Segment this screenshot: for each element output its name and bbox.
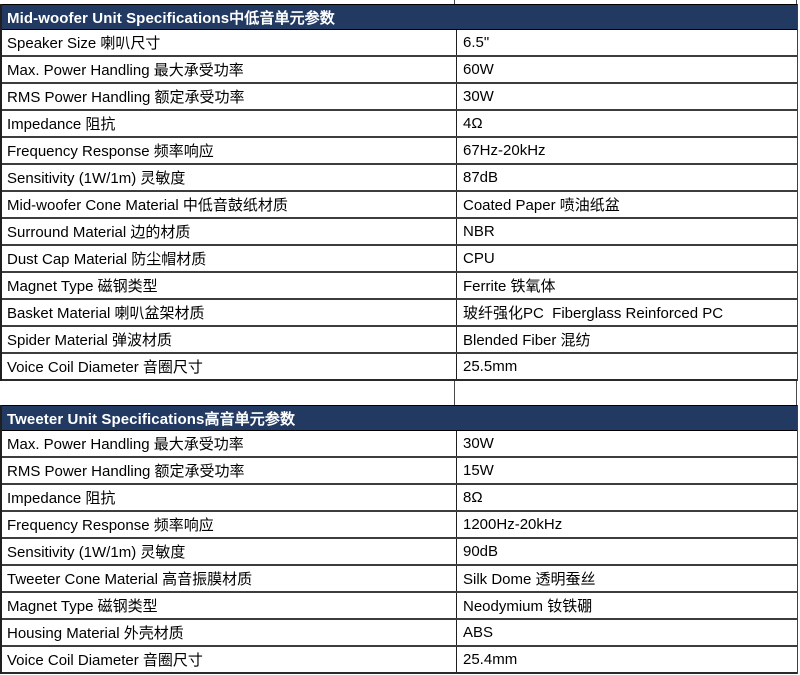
midwoofer-rows: Speaker Size 喇叭尺寸 6.5" Max. Power Handling… [2, 30, 797, 381]
spec-label-cell: Frequency Response 频率响应 [2, 512, 457, 537]
table-row: Magnet Type 磁钢类型 Ferrite 铁氧体 [2, 273, 797, 300]
spec-label-cell: Voice Coil Diameter 音圈尺寸 [2, 354, 457, 379]
midwoofer-section-title: Mid-woofer Unit Specifications中低音单元参数 [7, 9, 335, 27]
midwoofer-section-header: Mid-woofer Unit Specifications中低音单元参数 [2, 4, 797, 30]
spec-value-cell: 90dB [463, 543, 499, 560]
tweeter-spec-table: Tweeter Unit Specifications高音单元参数 Max. P… [0, 405, 798, 674]
spec-label-cell: Dust Cap Material 防尘帽材质 [2, 246, 457, 271]
spec-label-cell: Surround Material 边的材质 [2, 219, 457, 244]
spec-value-cell: 25.5mm [463, 358, 518, 375]
spec-label-cell: Frequency Response 频率响应 [2, 138, 457, 163]
spec-label-cell: Impedance 阻抗 [2, 485, 457, 510]
spec-value-cell: 67Hz-20kHz [463, 142, 546, 159]
spec-value-cell: 6.5" [463, 34, 490, 51]
midwoofer-spec-table: Mid-woofer Unit Specifications中低音单元参数 Sp… [0, 4, 798, 381]
spec-value-cell: 15W [463, 462, 494, 479]
spec-value-cell: 30W [463, 88, 494, 105]
column-divider [454, 0, 455, 4]
spec-value-cell: 60W [463, 61, 494, 78]
spec-value-cell: 25.4mm [463, 651, 518, 668]
spec-label-cell: Max. Power Handling 最大承受功率 [2, 57, 457, 82]
spec-value-cell: Neodymium 钕铁硼 [463, 598, 593, 615]
spec-value-cell: CPU [463, 250, 495, 267]
spec-label-cell: Sensitivity (1W/1m) 灵敏度 [2, 165, 457, 190]
spec-value-cell: 玻纤强化PC Fiberglass Reinforced PC [463, 305, 724, 322]
table-row: Sensitivity (1W/1m) 灵敏度 87dB [2, 165, 797, 192]
tweeter-section-header: Tweeter Unit Specifications高音单元参数 [2, 405, 797, 431]
spec-label-cell: Voice Coil Diameter 音圈尺寸 [2, 647, 457, 672]
table-row: Max. Power Handling 最大承受功率 60W [2, 57, 797, 84]
spec-label-cell: Magnet Type 磁钢类型 [2, 593, 457, 618]
table-row: Speaker Size 喇叭尺寸 6.5" [2, 30, 797, 57]
table-row: RMS Power Handling 额定承受功率 30W [2, 84, 797, 111]
table-row: Basket Material 喇叭盆架材质 玻纤强化PC Fiberglass … [2, 300, 797, 327]
spec-label-cell: Magnet Type 磁钢类型 [2, 273, 457, 298]
spec-label-cell: Impedance 阻抗 [2, 111, 457, 136]
table-row: Surround Material 边的材质 NBR [2, 219, 797, 246]
tweeter-section-title: Tweeter Unit Specifications高音单元参数 [7, 410, 296, 428]
table-row: Max. Power Handling 最大承受功率 30W [2, 431, 797, 458]
table-row: Tweeter Cone Material 高音振膜材质 Silk Dome 透明… [2, 566, 797, 593]
spec-label-cell: RMS Power Handling 额定承受功率 [2, 458, 457, 483]
spec-value-cell: ABS [463, 624, 494, 641]
spec-label-cell: Speaker Size 喇叭尺寸 [2, 30, 457, 55]
table-row: Mid-woofer Cone Material 中低音鼓纸材质 Coated P… [2, 192, 797, 219]
spec-label-cell: Mid-woofer Cone Material 中低音鼓纸材质 [2, 192, 457, 217]
table-row: Voice Coil Diameter 音圈尺寸 25.5mm [2, 354, 797, 381]
table-right-border [796, 0, 797, 4]
table-row: Impedance 阻抗 4Ω [2, 111, 797, 138]
spec-label-cell: RMS Power Handling 额定承受功率 [2, 84, 457, 109]
table-row: Impedance 阻抗 8Ω [2, 485, 797, 512]
table-row: Frequency Response 频率响应 67Hz-20kHz [2, 138, 797, 165]
spec-value-cell: Blended Fiber 混纺 [463, 332, 591, 349]
spec-value-cell: Ferrite 铁氧体 [463, 278, 556, 295]
spec-label-cell: Housing Material 外壳材质 [2, 620, 457, 645]
spec-value-cell: 87dB [463, 169, 499, 186]
table-row: Sensitivity (1W/1m) 灵敏度 90dB [2, 539, 797, 566]
table-gap [0, 381, 800, 405]
table-row: RMS Power Handling 额定承受功率 15W [2, 458, 797, 485]
table-row: Spider Material 弹波材质 Blended Fiber 混纺 [2, 327, 797, 354]
column-divider [454, 381, 455, 405]
table-row: Frequency Response 频率响应 1200Hz-20kHz [2, 512, 797, 539]
sheet-top-margin [0, 0, 800, 4]
spec-label-cell: Max. Power Handling 最大承受功率 [2, 431, 457, 456]
spec-label-cell: Basket Material 喇叭盆架材质 [2, 300, 457, 325]
spec-label-cell: Tweeter Cone Material 高音振膜材质 [2, 566, 457, 591]
table-right-border [796, 381, 797, 405]
spec-value-cell: Coated Paper 喷油纸盆 [463, 197, 620, 214]
table-row: Voice Coil Diameter 音圈尺寸 25.4mm [2, 647, 797, 674]
spec-label-cell: Sensitivity (1W/1m) 灵敏度 [2, 539, 457, 564]
table-row: Housing Material 外壳材质 ABS [2, 620, 797, 647]
spec-value-cell: 1200Hz-20kHz [463, 516, 563, 533]
spec-value-cell: 8Ω [463, 489, 483, 506]
spec-value-cell: 4Ω [463, 115, 483, 132]
spec-value-cell: Silk Dome 透明蚕丝 [463, 571, 596, 588]
tweeter-rows: Max. Power Handling 最大承受功率 30W RMS Power H… [2, 431, 797, 674]
spec-label-cell: Spider Material 弹波材质 [2, 327, 457, 352]
spec-value-cell: 30W [463, 435, 494, 452]
spec-value-cell: NBR [463, 223, 495, 240]
table-row: Magnet Type 磁钢类型 Neodymium 钕铁硼 [2, 593, 797, 620]
table-row: Dust Cap Material 防尘帽材质 CPU [2, 246, 797, 273]
